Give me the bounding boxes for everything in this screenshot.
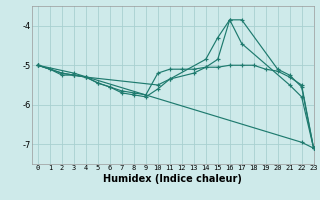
X-axis label: Humidex (Indice chaleur): Humidex (Indice chaleur): [103, 174, 242, 184]
